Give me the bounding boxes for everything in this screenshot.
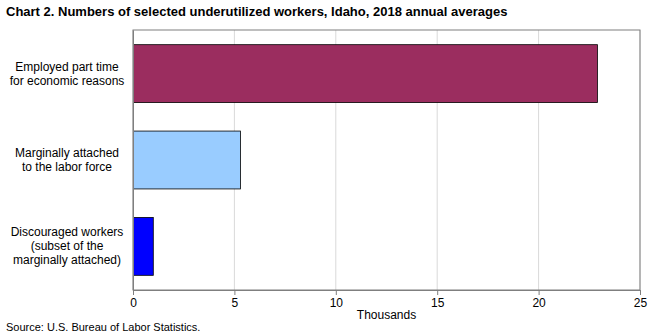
x-tick-label: 20 [532, 296, 546, 310]
x-tick-label: 5 [232, 296, 239, 310]
x-tick: 10 [330, 290, 344, 310]
y-tick: Discouraged workers(subset of themargina… [11, 225, 133, 267]
y-tick: Marginally attachedto the labor force [15, 146, 133, 174]
y-tick-label: Marginally attachedto the labor force [15, 146, 119, 174]
bar [133, 217, 153, 275]
plot: 0 5 10 15 20 25 Employed part timefor economic… [10, 30, 648, 310]
x-tick-mark [539, 290, 540, 295]
y-tick-label: Employed part timefor economic reasons [10, 60, 125, 88]
y-tick-label-line: Marginally attached [15, 146, 119, 160]
x-tick-label: 25 [634, 296, 648, 310]
y-tick-label-line: (subset of the [31, 239, 104, 253]
x-tick-label: 10 [330, 296, 344, 310]
x-axis: 0 5 10 15 20 25 [130, 290, 647, 310]
source: Source: U.S. Bureau of Labor Statistics. [6, 321, 200, 333]
x-tick: 0 [130, 290, 137, 310]
x-tick: 15 [431, 290, 445, 310]
x-tick: 25 [634, 290, 648, 310]
y-tick-label-line: for economic reasons [10, 74, 125, 88]
grid [133, 30, 640, 290]
chart: Chart 2. Numbers of selected underutiliz… [0, 0, 670, 336]
bar [133, 131, 240, 189]
x-tick-label: 15 [431, 296, 445, 310]
bar [133, 45, 597, 103]
x-axis-title: Thousands [357, 308, 416, 322]
x-tick-mark [336, 290, 337, 295]
bars [133, 45, 597, 276]
y-tick-label-line: Discouraged workers [11, 225, 124, 239]
x-tick-mark [133, 290, 134, 295]
y-axis-line [133, 31, 134, 291]
y-tick-label-line: Employed part time [15, 60, 119, 74]
y-tick-label-line: marginally attached) [13, 253, 121, 267]
x-tick-mark [234, 290, 235, 295]
x-tick-label: 0 [130, 296, 137, 310]
x-tick-mark [640, 290, 641, 295]
x-axis-line [134, 291, 641, 296]
title: Chart 2. Numbers of selected underutiliz… [6, 4, 507, 19]
x-tick: 20 [532, 290, 546, 310]
y-tick-label: Discouraged workers(subset of themargina… [11, 225, 124, 267]
y-axis: Employed part timefor economic reasons Ma… [10, 31, 134, 291]
x-tick-mark [437, 290, 438, 295]
plot-frame [133, 30, 640, 290]
y-tick: Employed part timefor economic reasons [10, 60, 133, 88]
x-tick: 5 [232, 290, 239, 310]
y-tick-label-line: to the labor force [22, 160, 112, 174]
